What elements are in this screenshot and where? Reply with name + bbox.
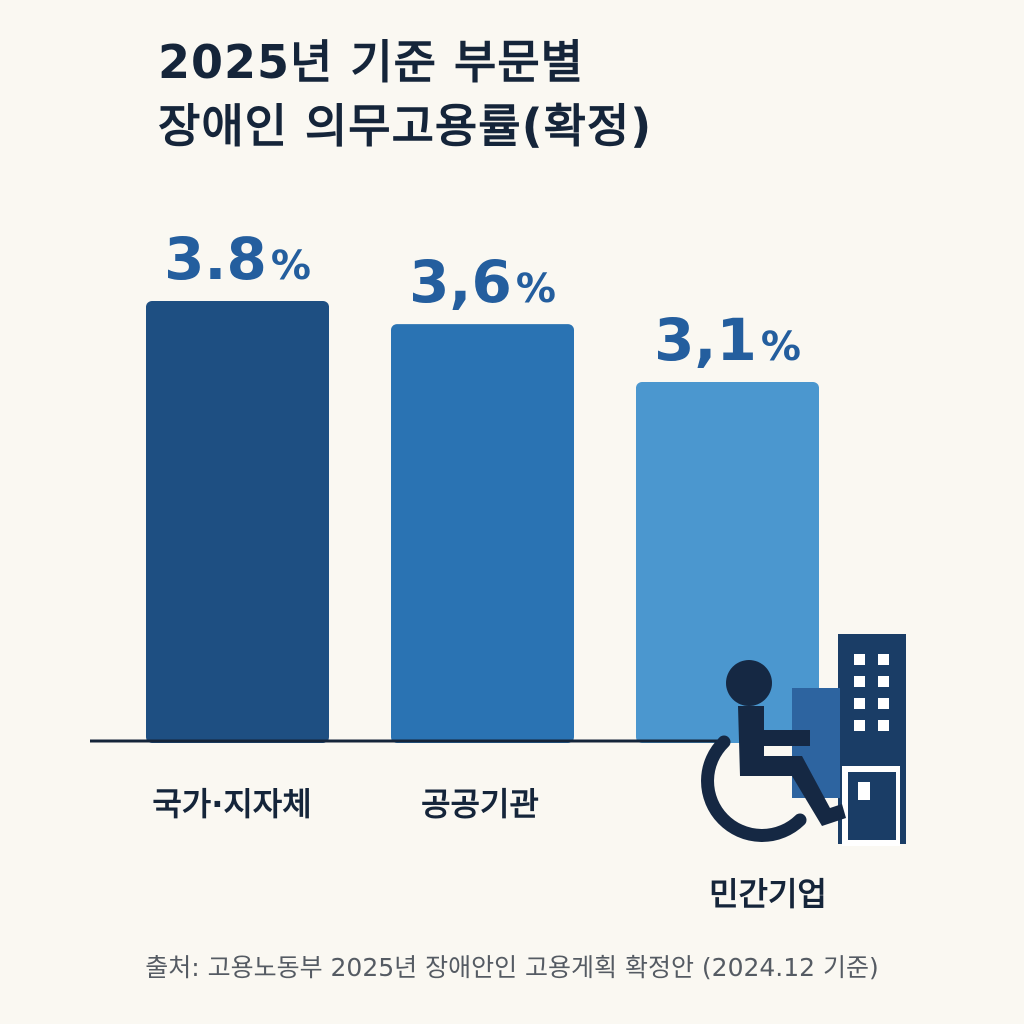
building-icon: [792, 634, 906, 846]
wheelchair-building-icon: [701, 634, 906, 846]
category-label-2: 공공기관: [421, 785, 539, 823]
data-label-1: 3.8%: [164, 225, 311, 293]
source-note: 출처: 고용노동부 2025년 장애안인 고용게획 확정안 (2024.12 기…: [145, 953, 879, 982]
chart-title-line1: 2025년 기준 부문별: [158, 35, 584, 89]
data-label-3: 3,1%: [654, 306, 801, 374]
category-label-3: 민간기업: [709, 875, 827, 913]
wheelchair-user-icon: [701, 660, 846, 842]
bar-3: [636, 382, 819, 743]
bars-group: 3.8% 3,6 % 3,1%: [146, 225, 819, 743]
chart-title: 2025년 기준 부문별 장애인 의무고용률(확정): [158, 30, 652, 158]
chart-title-line2: 장애인 의무고용률(확정): [158, 99, 653, 153]
data-label-2: 3,6%: [409, 248, 556, 316]
category-label-1: 국가·지자체: [152, 785, 311, 823]
bar-1: [146, 301, 329, 743]
bar-2: [391, 324, 574, 743]
